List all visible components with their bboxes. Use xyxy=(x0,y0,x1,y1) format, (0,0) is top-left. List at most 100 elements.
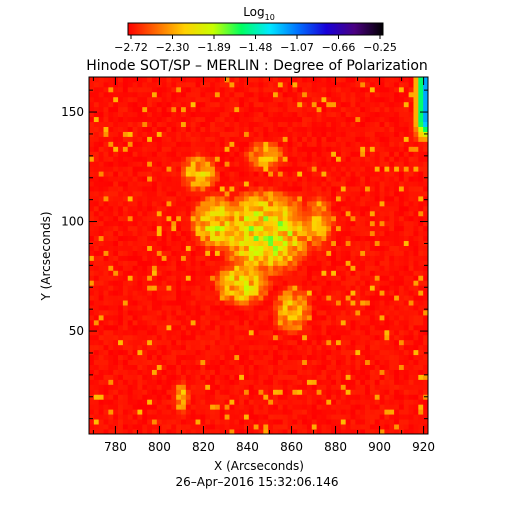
heatmap-cell xyxy=(341,151,346,156)
heatmap-cell xyxy=(94,156,99,161)
heatmap-cell xyxy=(249,206,254,211)
heatmap-cell xyxy=(404,370,409,375)
heatmap-cell xyxy=(128,246,133,251)
heatmap-cell xyxy=(317,370,322,375)
heatmap-cell xyxy=(404,132,409,137)
heatmap-cell xyxy=(186,161,191,166)
heatmap-cell xyxy=(104,246,109,251)
heatmap-cell xyxy=(244,424,249,429)
heatmap-cell xyxy=(307,156,312,161)
heatmap-cell xyxy=(380,275,385,280)
heatmap-cell xyxy=(205,112,210,117)
heatmap-cell xyxy=(229,310,234,315)
heatmap-cell xyxy=(317,191,322,196)
heatmap-cell xyxy=(210,340,215,345)
heatmap-cell xyxy=(128,107,133,112)
heatmap-cell xyxy=(288,370,293,375)
heatmap-cell xyxy=(166,107,171,112)
heatmap-cell xyxy=(336,146,341,151)
heatmap-cell xyxy=(404,295,409,300)
heatmap-cell xyxy=(404,141,409,146)
heatmap-cell xyxy=(399,226,404,231)
heatmap-cell xyxy=(94,171,99,176)
heatmap-cell xyxy=(307,275,312,280)
heatmap-cell xyxy=(176,260,181,265)
colorbar-bar xyxy=(128,23,383,35)
heatmap-cell xyxy=(394,290,399,295)
heatmap-cell xyxy=(244,216,249,221)
heatmap-cell xyxy=(244,365,249,370)
heatmap-cell xyxy=(152,156,157,161)
heatmap-cell xyxy=(331,251,336,256)
heatmap-cell xyxy=(229,246,234,251)
heatmap-cell xyxy=(346,181,351,186)
heatmap-cell xyxy=(302,102,307,107)
heatmap-cell xyxy=(307,246,312,251)
heatmap-cell xyxy=(162,340,167,345)
heatmap-cell xyxy=(341,370,346,375)
heatmap-cell xyxy=(196,141,201,146)
heatmap-cell xyxy=(162,117,167,122)
heatmap-cell xyxy=(399,409,404,414)
heatmap-cell xyxy=(404,196,409,201)
heatmap-cell xyxy=(394,156,399,161)
heatmap-cell xyxy=(191,404,196,409)
heatmap-cell xyxy=(375,350,380,355)
heatmap-cell xyxy=(302,226,307,231)
heatmap-cell xyxy=(191,379,196,384)
heatmap-cell xyxy=(123,137,128,142)
heatmap-cell xyxy=(404,340,409,345)
heatmap-cell xyxy=(225,201,230,206)
heatmap-cell xyxy=(147,97,152,102)
heatmap-cell xyxy=(239,92,244,97)
heatmap-cell xyxy=(346,399,351,404)
heatmap-cell xyxy=(394,330,399,335)
heatmap-cell xyxy=(171,305,176,310)
heatmap-cell xyxy=(399,87,404,92)
heatmap-cell xyxy=(263,320,268,325)
heatmap-cell xyxy=(341,87,346,92)
heatmap-cell xyxy=(399,399,404,404)
heatmap-cell xyxy=(384,350,389,355)
heatmap-cell xyxy=(389,146,394,151)
heatmap-cell xyxy=(249,389,254,394)
heatmap-cell xyxy=(399,161,404,166)
heatmap-cell xyxy=(99,389,104,394)
heatmap-cell xyxy=(104,375,109,380)
heatmap-cell xyxy=(200,206,205,211)
heatmap-cell xyxy=(157,330,162,335)
heatmap-cell xyxy=(220,112,225,117)
heatmap-cell xyxy=(413,201,418,206)
heatmap-cell xyxy=(326,87,331,92)
heatmap-cell xyxy=(321,285,326,290)
heatmap-cell xyxy=(404,246,409,251)
heatmap-cell xyxy=(176,280,181,285)
heatmap-cell xyxy=(273,117,278,122)
heatmap-cell xyxy=(99,186,104,191)
heatmap-cell xyxy=(254,399,259,404)
heatmap-cell xyxy=(399,360,404,365)
heatmap-cell xyxy=(365,355,370,360)
heatmap-cell xyxy=(351,201,356,206)
heatmap-cell xyxy=(341,221,346,226)
heatmap-cell xyxy=(409,132,414,137)
heatmap-cell xyxy=(263,256,268,261)
heatmap-cell xyxy=(137,181,142,186)
heatmap-cell xyxy=(229,117,234,122)
heatmap-cell xyxy=(370,231,375,236)
heatmap-cell xyxy=(176,226,181,231)
heatmap-cell xyxy=(254,127,259,132)
heatmap-cell xyxy=(137,206,142,211)
heatmap-cell xyxy=(239,251,244,256)
heatmap-cell xyxy=(418,360,423,365)
heatmap-cell xyxy=(123,231,128,236)
heatmap-cell xyxy=(181,295,186,300)
heatmap-cell xyxy=(142,176,147,181)
heatmap-cell xyxy=(234,241,239,246)
heatmap-cell xyxy=(365,409,370,414)
heatmap-cell xyxy=(317,424,322,429)
heatmap-cell xyxy=(292,107,297,112)
heatmap-cell xyxy=(162,414,167,419)
heatmap-cell xyxy=(249,171,254,176)
heatmap-cell xyxy=(259,137,264,142)
